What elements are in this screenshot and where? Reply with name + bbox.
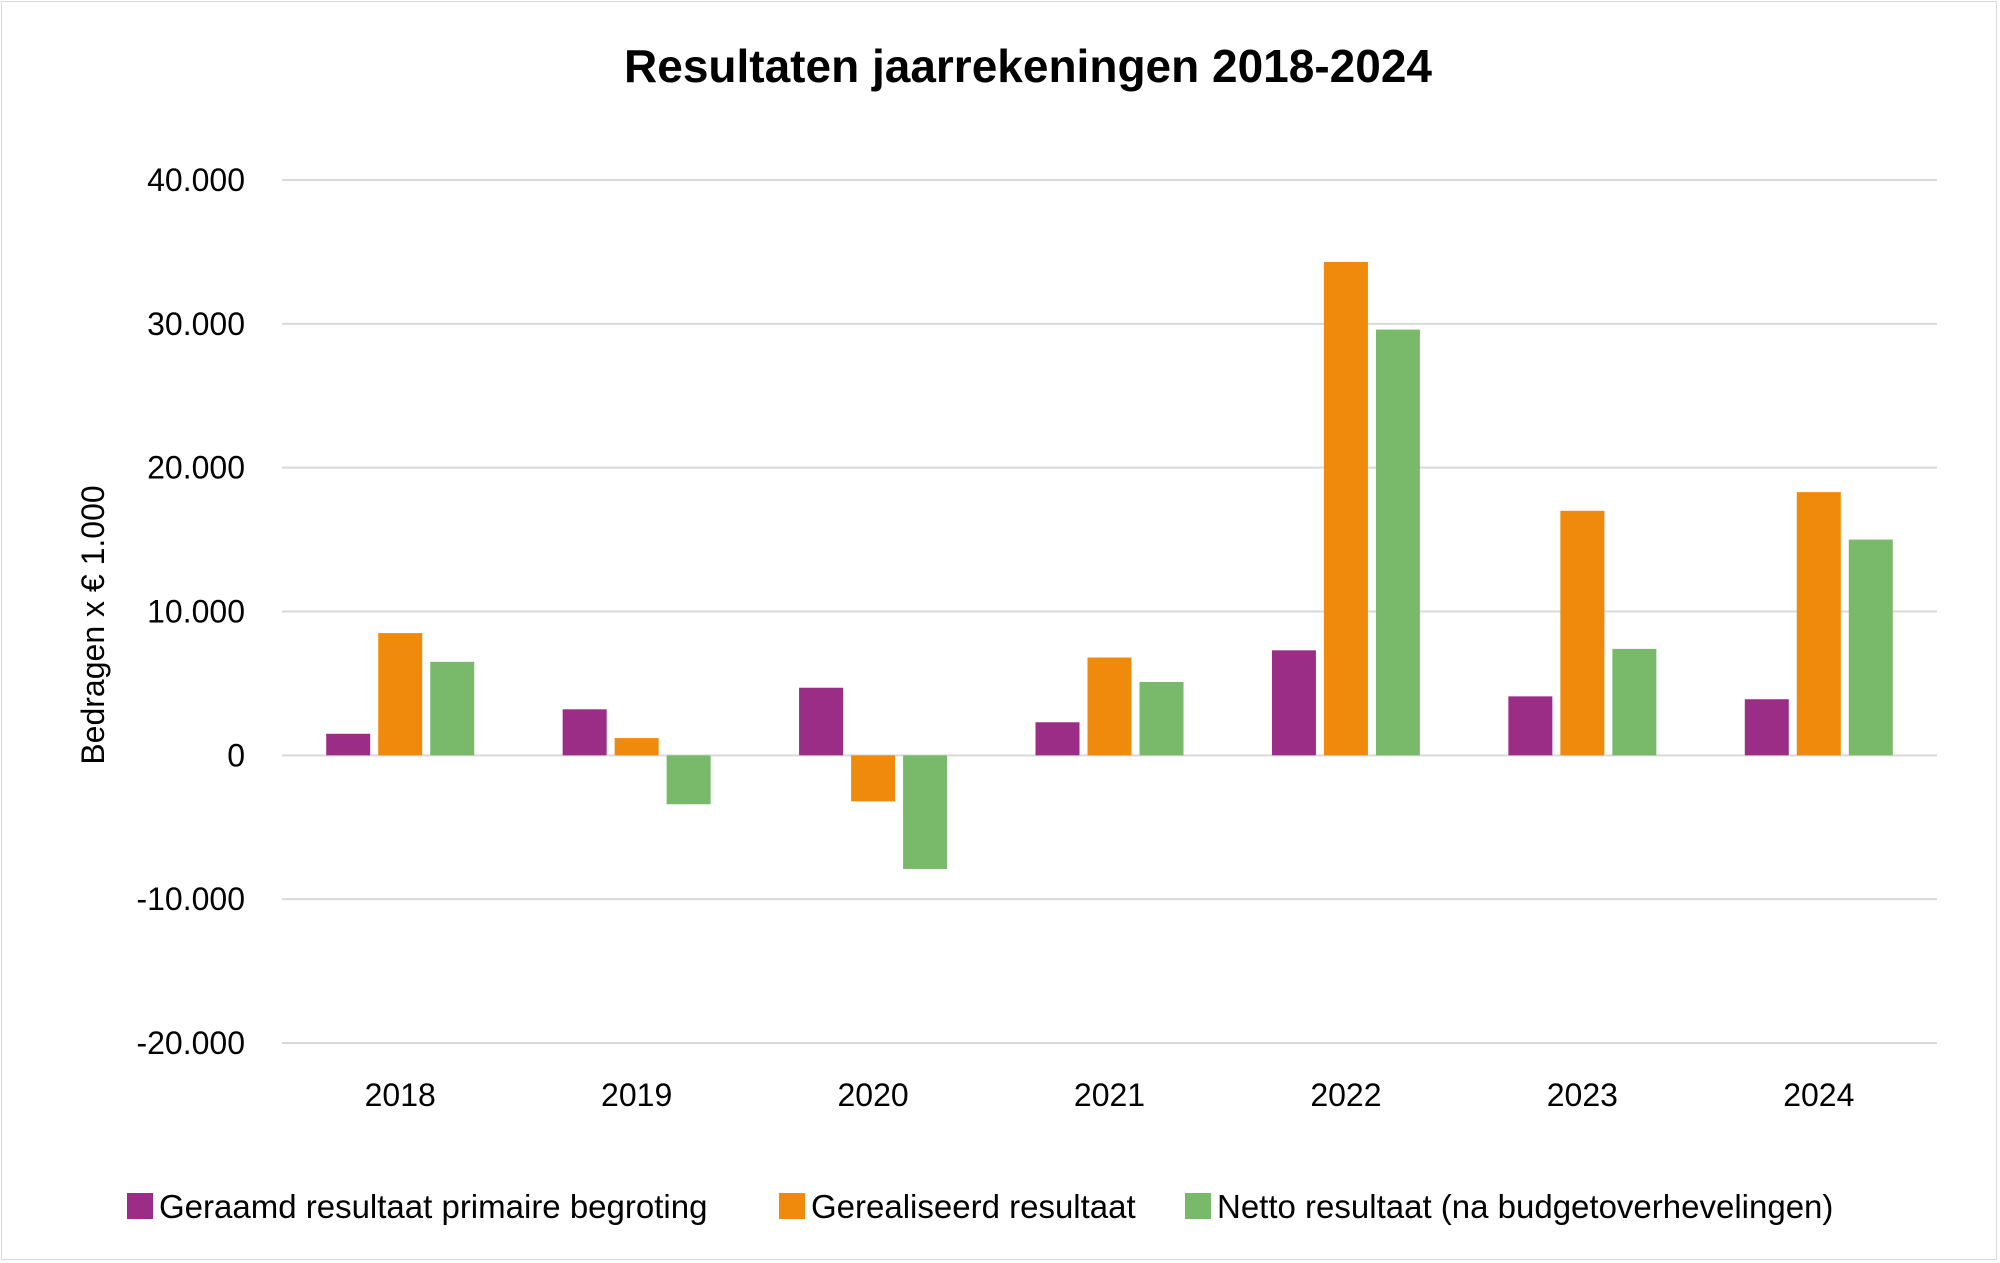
gridlines — [282, 179, 1937, 1044]
bar-2022-series-1 — [1271, 650, 1316, 756]
legend-label: Netto resultaat (na budgetoverhevelingen… — [1217, 1188, 1833, 1225]
y-axis-label: Bedragen x € 1.000 — [75, 485, 111, 764]
bar-2020-series-2 — [851, 755, 896, 802]
bar-2020-series-1 — [799, 687, 844, 756]
legend: Geraamd resultaat primaire begroting Gere… — [127, 1188, 1833, 1225]
bar-2018-series-2 — [378, 633, 423, 756]
x-tick-label: 2023 — [1547, 1077, 1618, 1113]
legend-label: Gerealiseerd resultaat — [811, 1188, 1136, 1225]
legend-swatch — [127, 1193, 153, 1219]
legend-label: Geraamd resultaat primaire begroting — [159, 1188, 707, 1225]
y-tick-label: 30.000 — [147, 306, 245, 342]
x-tick-label: 2024 — [1783, 1077, 1854, 1113]
x-tick-label: 2022 — [1310, 1077, 1381, 1113]
x-axis-ticks: 2018 2019 2020 2021 2022 2023 2024 — [365, 1077, 1855, 1113]
bar-2024-series-1 — [1744, 699, 1789, 756]
bar-2019-series-3 — [666, 755, 711, 805]
y-tick-label: 20.000 — [147, 450, 245, 486]
x-tick-label: 2019 — [601, 1077, 672, 1113]
bar-2021-series-1 — [1035, 722, 1080, 756]
x-tick-label: 2020 — [837, 1077, 908, 1113]
bar-2024-series-3 — [1848, 539, 1893, 756]
x-tick-label: 2018 — [365, 1077, 436, 1113]
bar-2023-series-3 — [1612, 648, 1657, 756]
bar-2022-series-2 — [1323, 261, 1368, 756]
y-tick-label: 10.000 — [147, 594, 245, 630]
y-tick-label: 40.000 — [147, 162, 245, 198]
y-tick-label: -10.000 — [136, 881, 245, 917]
y-tick-label: -20.000 — [136, 1025, 245, 1061]
chart-title: Resultaten jaarrekeningen 2018-2024 — [624, 40, 1432, 92]
y-axis-ticks: 40.000 30.000 20.000 10.000 0 -10.000 -20.000 — [136, 162, 245, 1061]
bar-2023-series-2 — [1560, 510, 1605, 756]
bar-2020-series-3 — [903, 755, 948, 869]
bar-2021-series-2 — [1087, 657, 1132, 756]
bar-2018-series-3 — [430, 661, 475, 756]
bar-2019-series-1 — [562, 709, 607, 756]
bar-2021-series-3 — [1139, 681, 1184, 756]
bar-2022-series-3 — [1375, 329, 1420, 756]
bars — [326, 261, 1893, 869]
bar-2023-series-1 — [1508, 696, 1553, 756]
x-tick-label: 2021 — [1074, 1077, 1145, 1113]
bar-2019-series-2 — [614, 738, 659, 756]
bar-2018-series-1 — [326, 733, 371, 756]
bar-2024-series-2 — [1796, 492, 1841, 756]
legend-swatch — [1185, 1193, 1211, 1219]
legend-swatch — [779, 1193, 805, 1219]
y-tick-label: 0 — [227, 737, 245, 773]
